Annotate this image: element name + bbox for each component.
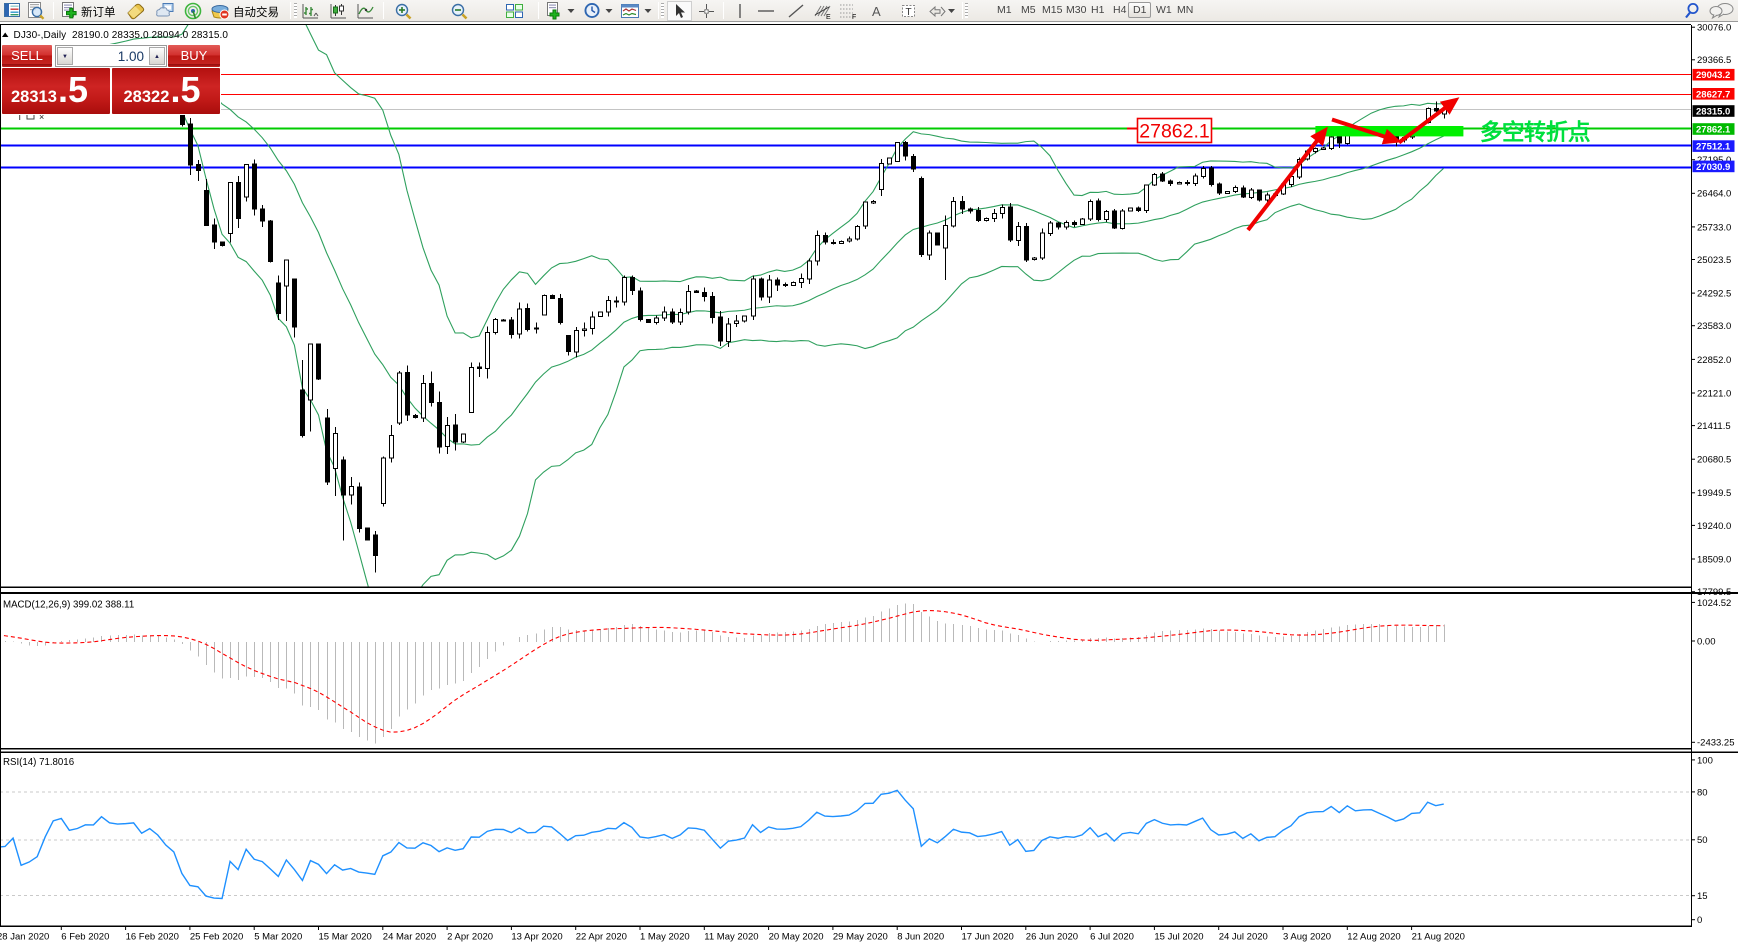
svg-text:11 May 2020: 11 May 2020: [704, 932, 758, 943]
svg-text:26 Jun 2020: 26 Jun 2020: [1026, 932, 1078, 943]
svg-text:29043.2: 29043.2: [1696, 70, 1730, 81]
svg-text:30076.0: 30076.0: [1697, 23, 1731, 34]
svg-text:15: 15: [1697, 891, 1708, 902]
svg-text:26464.0: 26464.0: [1697, 189, 1731, 200]
svg-text:15 Jul 2020: 15 Jul 2020: [1154, 932, 1203, 943]
svg-text:50: 50: [1697, 835, 1708, 846]
svg-text:27030.9: 27030.9: [1696, 162, 1730, 173]
svg-text:22121.0: 22121.0: [1697, 388, 1731, 399]
svg-text:21411.5: 21411.5: [1697, 421, 1731, 432]
svg-text:MACD(12,26,9) 399.02 388.11: MACD(12,26,9) 399.02 388.11: [3, 600, 134, 611]
svg-text:17 Jun 2020: 17 Jun 2020: [962, 932, 1014, 943]
svg-text:28627.7: 28627.7: [1696, 89, 1730, 100]
svg-text:0: 0: [1697, 915, 1702, 926]
svg-text:28315.0: 28315.0: [1696, 107, 1730, 118]
svg-text:22 Apr 2020: 22 Apr 2020: [576, 932, 627, 943]
svg-text:2 Apr 2020: 2 Apr 2020: [447, 932, 493, 943]
svg-text:-2433.25: -2433.25: [1697, 738, 1735, 749]
svg-text:18509.0: 18509.0: [1697, 554, 1731, 565]
svg-text:8 Jun 2020: 8 Jun 2020: [897, 932, 944, 943]
svg-text:20680.5: 20680.5: [1697, 455, 1731, 466]
svg-text:28 Jan 2020: 28 Jan 2020: [0, 932, 49, 943]
svg-text:17799.5: 17799.5: [1697, 587, 1731, 598]
svg-text:27862.1: 27862.1: [1139, 121, 1210, 143]
svg-text:29 May 2020: 29 May 2020: [833, 932, 888, 943]
svg-text:25733.0: 25733.0: [1697, 222, 1731, 233]
svg-text:20 May 2020: 20 May 2020: [769, 932, 824, 943]
svg-text:24 Mar 2020: 24 Mar 2020: [383, 932, 436, 943]
svg-text:19240.0: 19240.0: [1697, 521, 1731, 532]
svg-text:27862.1: 27862.1: [1696, 125, 1731, 136]
svg-text:T: T: [906, 7, 912, 18]
svg-text:1 May 2020: 1 May 2020: [640, 932, 690, 943]
svg-text:19949.5: 19949.5: [1697, 488, 1731, 499]
svg-text:1024.52: 1024.52: [1697, 598, 1731, 609]
svg-text:RSI(14) 71.8016: RSI(14) 71.8016: [3, 757, 74, 768]
svg-text:多空转折点: 多空转折点: [1480, 119, 1590, 145]
svg-text:23583.0: 23583.0: [1697, 321, 1731, 332]
svg-text:15 Mar 2020: 15 Mar 2020: [319, 932, 372, 943]
svg-text:21 Aug 2020: 21 Aug 2020: [1412, 932, 1465, 943]
svg-text:F: F: [852, 14, 856, 20]
svg-text:0.00: 0.00: [1697, 636, 1716, 647]
svg-text:×: ×: [39, 112, 44, 122]
svg-text:DJ30-,Daily 28190.0 28335.0 2: DJ30-,Daily 28190.0 28335.0 28094.0 2831…: [14, 30, 229, 41]
svg-text:24292.5: 24292.5: [1697, 289, 1731, 300]
svg-text:27512.1: 27512.1: [1696, 142, 1731, 153]
svg-text:12 Aug 2020: 12 Aug 2020: [1347, 932, 1400, 943]
svg-text:80: 80: [1697, 787, 1708, 798]
svg-text:22852.0: 22852.0: [1697, 355, 1731, 366]
svg-text:16 Feb 2020: 16 Feb 2020: [126, 932, 179, 943]
svg-text:24 Jul 2020: 24 Jul 2020: [1219, 932, 1268, 943]
svg-text:13 Apr 2020: 13 Apr 2020: [511, 932, 562, 943]
svg-text:5 Mar 2020: 5 Mar 2020: [254, 932, 302, 943]
svg-text:T: T: [17, 112, 23, 122]
svg-text:100: 100: [1697, 755, 1713, 766]
svg-text:3 Aug 2020: 3 Aug 2020: [1283, 932, 1331, 943]
svg-text:25 Feb 2020: 25 Feb 2020: [190, 932, 243, 943]
svg-text:29366.5: 29366.5: [1697, 55, 1731, 66]
svg-text:25023.5: 25023.5: [1697, 255, 1731, 266]
svg-text:6 Jul 2020: 6 Jul 2020: [1090, 932, 1134, 943]
svg-text:E: E: [826, 14, 831, 20]
svg-text:6 Feb 2020: 6 Feb 2020: [61, 932, 109, 943]
